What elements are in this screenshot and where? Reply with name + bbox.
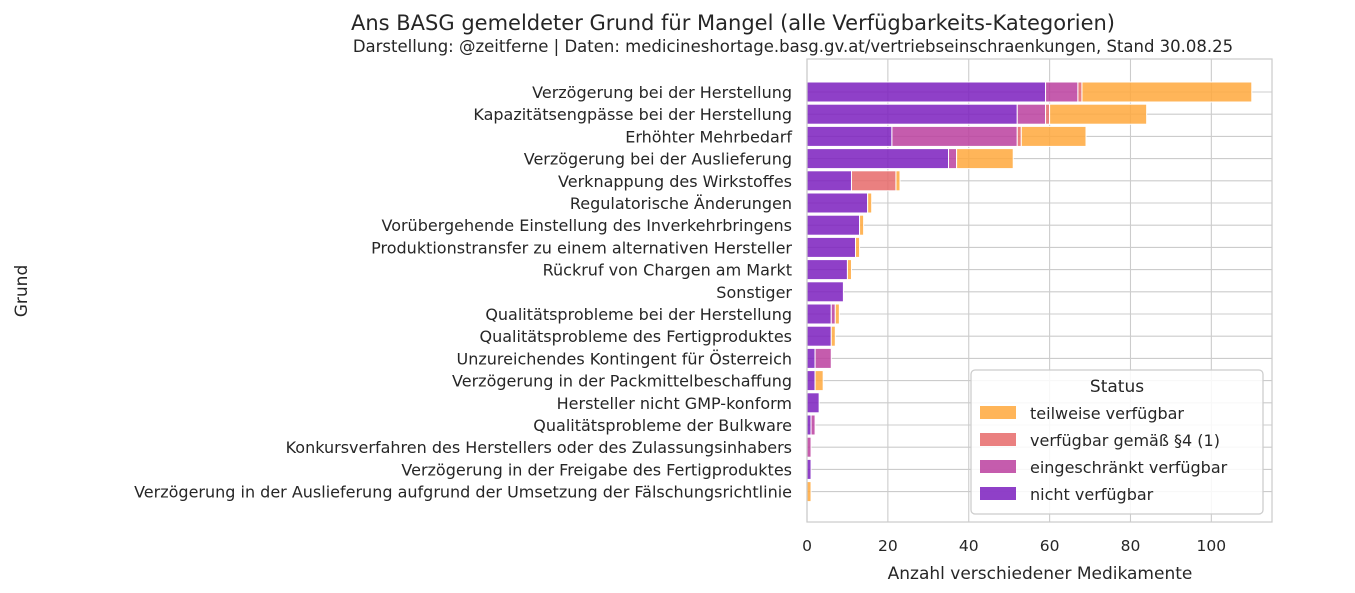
plot-frame [806, 58, 1273, 523]
bar-segment [806, 259, 848, 281]
y-tick-label: Qualitätsprobleme des Fertigproduktes [480, 327, 792, 346]
bar-segment [806, 103, 1018, 125]
y-tick-label: Verzögerung in der Packmittelbeschaffung [452, 372, 792, 391]
bar-segment [806, 148, 950, 170]
category-layer: Verzögerung bei der Herstellung Kapazität… [134, 83, 792, 502]
bar-segment [1020, 125, 1087, 147]
y-tick-label: Verzögerung bei der Auslieferung [524, 150, 792, 169]
chart-title: Ans BASG gemeldeter Grund für Mangel (al… [351, 11, 1115, 35]
bar-segment [895, 170, 901, 192]
y-tick-label: Unzureichendes Kontingent für Österreich [457, 349, 792, 368]
y-tick-label: Qualitätsprobleme bei der Herstellung [485, 305, 792, 324]
y-tick-label: Hersteller nicht GMP-konform [557, 394, 792, 413]
legend-swatch [980, 406, 1016, 419]
legend-label: eingeschränkt verfügbar [1030, 458, 1228, 477]
legend-label: nicht verfügbar [1030, 485, 1154, 504]
bar-segment [1045, 103, 1051, 125]
y-tick-label: Vorübergehende Einstellung des Inverkehr… [381, 216, 792, 235]
bar-segment [1049, 103, 1148, 125]
y-tick-label: Qualitätsprobleme der Bulkware [533, 416, 792, 435]
y-tick-label: Kapazitätsengpässe bei der Herstellung [473, 105, 792, 124]
y-tick-label: Regulatorische Änderungen [570, 194, 792, 213]
x-axis-label: Anzahl verschiedener Medikamente [888, 564, 1193, 584]
bar-segment [1016, 125, 1022, 147]
bar-segment [855, 236, 861, 258]
bar-segment [846, 259, 852, 281]
y-tick-label: Verknappung des Wirkstoffes [558, 172, 792, 191]
bar-segment [806, 236, 857, 258]
bar-segment [1081, 81, 1253, 103]
bar-segment [806, 281, 844, 303]
bar-segment [806, 370, 816, 392]
bar-segment [810, 414, 816, 436]
bar-segment [850, 170, 897, 192]
y-tick-label: Erhöhter Mehrbedarf [625, 127, 792, 146]
bar-segment [830, 303, 836, 325]
chart-subtitle: Darstellung: @zeitferne | Daten: medicin… [353, 37, 1233, 56]
y-tick-label: Rückruf von Chargen am Markt [543, 261, 792, 280]
legend-swatch [980, 433, 1016, 446]
x-tick-label: 0 [802, 537, 812, 555]
x-tick-label: 80 [1121, 537, 1141, 555]
legend: Status teilweise verfügbar verfügbar gemä… [970, 369, 1264, 515]
legend-label: teilweise verfügbar [1030, 404, 1184, 423]
bar-segment [806, 303, 832, 325]
bar-segment [806, 347, 816, 369]
x-tick-label: 40 [959, 537, 979, 555]
bar-segment [1077, 81, 1083, 103]
y-tick-label: Konkursverfahren des Herstellers oder de… [286, 438, 792, 457]
legend-title: Status [1090, 377, 1144, 397]
legend-box [970, 369, 1264, 515]
bar-segment [806, 170, 852, 192]
legend-label: verfügbar gemäß §4 (1) [1030, 431, 1220, 450]
x-tick-label: 60 [1040, 537, 1060, 555]
bar-segment [806, 125, 893, 147]
bar-segment [891, 125, 1018, 147]
bar-segment [806, 325, 832, 347]
bar-segment [806, 192, 869, 214]
legend-swatch [980, 487, 1016, 500]
bar-segment [806, 214, 861, 236]
bar-segment [814, 370, 824, 392]
bar-segment [1045, 81, 1079, 103]
tick-layer: 0 20 40 60 80 100 [802, 537, 1226, 555]
bar-segment [814, 347, 832, 369]
bar-segment [806, 81, 1047, 103]
y-tick-label: Verzögerung in der Freigabe des Fertigpr… [401, 460, 792, 479]
bar-segment [956, 148, 1014, 170]
bar-segment [948, 148, 958, 170]
bar-segment [867, 192, 873, 214]
legend-swatch [980, 460, 1016, 473]
y-tick-label: Sonstiger [716, 283, 792, 302]
bar-segment [859, 214, 865, 236]
bar-segment [830, 325, 836, 347]
bar-segment [834, 303, 840, 325]
y-tick-label: Verzögerung in der Auslieferung aufgrund… [134, 483, 792, 502]
x-tick-label: 20 [878, 537, 898, 555]
bar-segment [1016, 103, 1047, 125]
bar-segment [806, 392, 820, 414]
y-tick-label: Verzögerung bei der Herstellung [532, 83, 792, 102]
y-axis-label: Grund [12, 265, 32, 318]
y-tick-label: Produktionstransfer zu einem alternative… [371, 238, 792, 257]
bar-layer [806, 81, 1253, 503]
legend-items: teilweise verfügbar verfügbar gemäß §4 (1… [980, 404, 1228, 504]
x-tick-label: 100 [1197, 537, 1227, 555]
